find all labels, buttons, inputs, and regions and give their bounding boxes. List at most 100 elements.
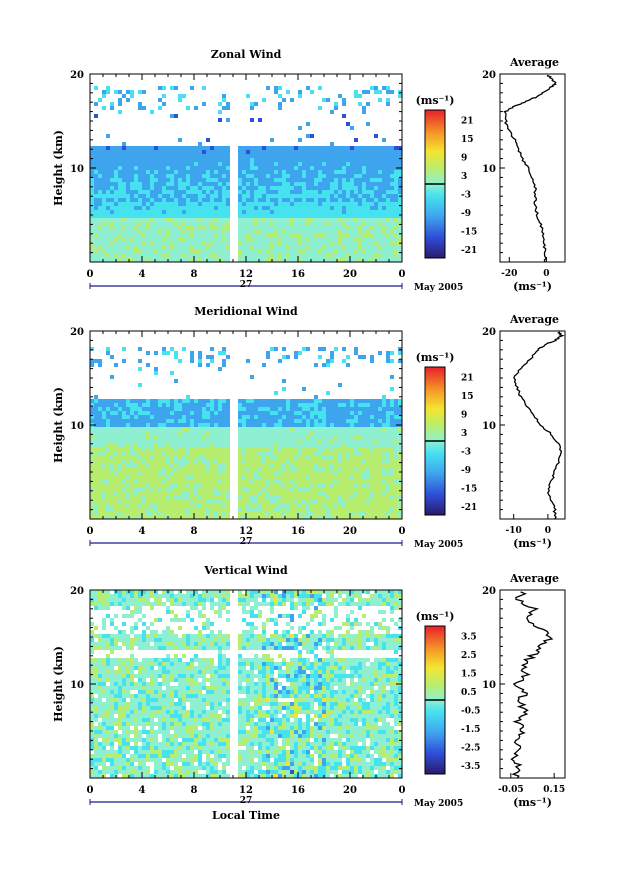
heatmap-cell bbox=[146, 242, 150, 246]
heatmap-cell bbox=[314, 194, 318, 198]
heatmap-cell bbox=[278, 463, 282, 467]
x-tick-label: 12 bbox=[239, 526, 253, 537]
heatmap-cell bbox=[362, 495, 366, 499]
heatmap-cell bbox=[362, 483, 366, 487]
heatmap-cell bbox=[202, 459, 206, 463]
heatmap-cell bbox=[98, 158, 102, 162]
heatmap-cell bbox=[326, 154, 330, 158]
heatmap-cell bbox=[326, 455, 330, 459]
heatmap-cell bbox=[150, 186, 154, 190]
heatmap-cell bbox=[310, 399, 314, 403]
heatmap-cell bbox=[102, 238, 106, 242]
heatmap-cell bbox=[242, 491, 246, 495]
heatmap-cell bbox=[386, 451, 390, 455]
heatmap-cell bbox=[130, 399, 134, 403]
heatmap-cell bbox=[242, 258, 246, 262]
heatmap-cell bbox=[118, 399, 122, 403]
heatmap-cell bbox=[298, 495, 302, 499]
heatmap-cell bbox=[334, 166, 338, 170]
heatmap-cell bbox=[266, 210, 270, 214]
heatmap-cell bbox=[298, 507, 302, 511]
heatmap-cell bbox=[218, 230, 222, 234]
heatmap-cell bbox=[126, 435, 130, 439]
heatmap-cell bbox=[258, 226, 262, 230]
heatmap-cell bbox=[322, 463, 326, 467]
heatmap-cell bbox=[386, 242, 390, 246]
heatmap-cell bbox=[122, 439, 126, 443]
heatmap-cell bbox=[246, 210, 250, 214]
heatmap-cell bbox=[342, 230, 346, 234]
heatmap-cell bbox=[154, 471, 158, 475]
heatmap-cell bbox=[270, 463, 274, 467]
heatmap-cell bbox=[122, 499, 126, 503]
heatmap-cell bbox=[330, 238, 334, 242]
heatmap-cell bbox=[334, 511, 338, 515]
heatmap-cell bbox=[178, 182, 182, 186]
heatmap-cell bbox=[122, 411, 126, 415]
heatmap-cell bbox=[110, 499, 114, 503]
heatmap-cell bbox=[398, 234, 402, 238]
heatmap-cell bbox=[282, 455, 286, 459]
heatmap-cell bbox=[362, 210, 366, 214]
heatmap-cell bbox=[346, 403, 350, 407]
heatmap-cell bbox=[210, 166, 214, 170]
heatmap-cell bbox=[194, 467, 198, 471]
heatmap-cell bbox=[294, 351, 298, 355]
heatmap-cell bbox=[302, 407, 306, 411]
heatmap-cell bbox=[94, 399, 98, 403]
heatmap-cell bbox=[150, 226, 154, 230]
heatmap-cell bbox=[134, 150, 138, 154]
heatmap-cell bbox=[298, 503, 302, 507]
heatmap-cell bbox=[314, 515, 318, 519]
heatmap-cell bbox=[150, 170, 154, 174]
heatmap-cell bbox=[330, 499, 334, 503]
heatmap-cell bbox=[366, 499, 370, 503]
heatmap-cell bbox=[174, 459, 178, 463]
heatmap-cell bbox=[110, 190, 114, 194]
heatmap-cell bbox=[266, 503, 270, 507]
heatmap-cell bbox=[378, 186, 382, 190]
average-y-tick-label: 20 bbox=[482, 70, 496, 81]
heatmap-cell bbox=[314, 214, 318, 218]
heatmap-cell bbox=[294, 447, 298, 451]
heatmap-cell bbox=[314, 238, 318, 242]
heatmap-cell bbox=[158, 427, 162, 431]
heatmap-cell bbox=[366, 158, 370, 162]
heatmap-cell bbox=[346, 479, 350, 483]
heatmap-cell bbox=[362, 403, 366, 407]
heatmap-cell bbox=[290, 258, 294, 262]
heatmap-cell bbox=[182, 503, 186, 507]
heatmap-cell bbox=[142, 186, 146, 190]
heatmap-cell bbox=[358, 399, 362, 403]
heatmap-cell bbox=[90, 154, 94, 158]
heatmap-cell bbox=[318, 146, 322, 150]
heatmap-cell bbox=[366, 186, 370, 190]
heatmap-cell bbox=[302, 210, 306, 214]
heatmap-cell bbox=[362, 258, 366, 262]
heatmap-cell bbox=[306, 122, 310, 126]
heatmap-cell bbox=[242, 483, 246, 487]
heatmap-cell bbox=[262, 214, 266, 218]
heatmap-cell bbox=[274, 162, 278, 166]
heatmap-cell bbox=[214, 170, 218, 174]
heatmap-cell bbox=[226, 435, 230, 439]
heatmap-cell bbox=[118, 423, 122, 427]
heatmap-cell bbox=[198, 411, 202, 415]
heatmap-cell bbox=[354, 503, 358, 507]
heatmap-cell bbox=[354, 451, 358, 455]
heatmap-cell bbox=[390, 146, 394, 150]
heatmap-cell bbox=[294, 467, 298, 471]
heatmap-cell bbox=[354, 423, 358, 427]
heatmap-cell bbox=[314, 226, 318, 230]
heatmap-cell bbox=[170, 479, 174, 483]
heatmap-cell bbox=[262, 499, 266, 503]
heatmap-cell bbox=[254, 487, 258, 491]
heatmap-cell bbox=[170, 222, 174, 226]
heatmap-cell bbox=[366, 254, 370, 258]
heatmap-cell bbox=[258, 186, 262, 190]
heatmap-cell bbox=[186, 467, 190, 471]
heatmap-cell bbox=[378, 254, 382, 258]
heatmap-cell bbox=[226, 218, 230, 222]
heatmap-cell bbox=[266, 451, 270, 455]
heatmap-cell bbox=[398, 186, 402, 190]
